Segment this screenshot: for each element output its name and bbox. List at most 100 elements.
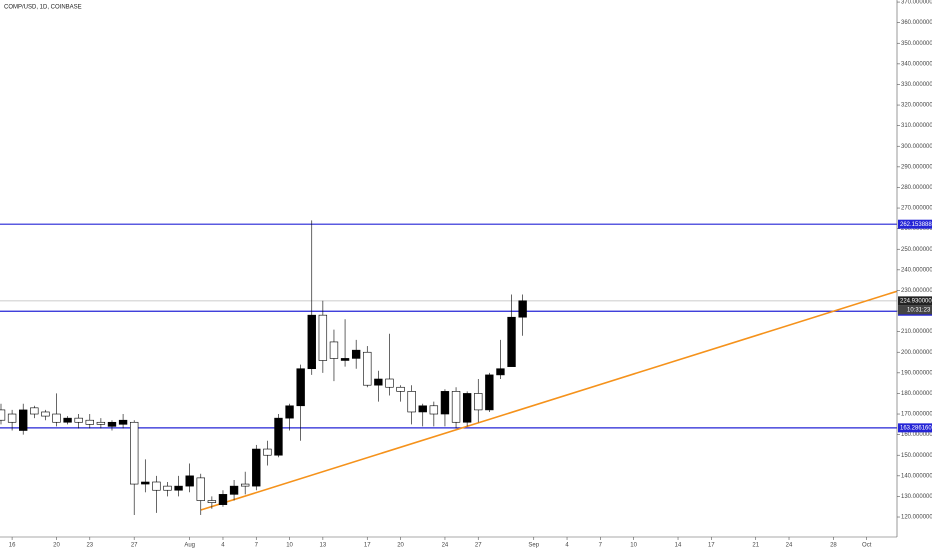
- candle-body: [340, 358, 350, 361]
- x-tick-label: 10: [286, 543, 293, 549]
- x-tick-label: 24: [786, 543, 793, 549]
- x-tick-label: 16: [9, 543, 16, 549]
- candle-body: [462, 393, 472, 423]
- candle-body: [418, 405, 427, 413]
- x-tick-label: 20: [53, 543, 60, 549]
- x-tick-label: 27: [475, 543, 482, 549]
- x-tick-label: 21: [752, 543, 759, 549]
- y-tick-label: 300.00000000: [901, 144, 932, 150]
- x-tick-label: 24: [442, 543, 449, 549]
- y-tick-label: 240.00000000: [901, 267, 932, 273]
- y-tick-label: 360.00000000: [901, 20, 932, 26]
- candle-body: [185, 475, 194, 487]
- candle-body: [274, 417, 283, 456]
- candle-body: [0, 409, 6, 421]
- candle-body: [196, 477, 205, 501]
- candle-body: [474, 393, 483, 411]
- candle-body: [407, 391, 416, 413]
- candle-body: [152, 481, 161, 491]
- y-tick-label: 150.00000000: [901, 453, 932, 459]
- y-tick-label: 130.00000000: [901, 494, 932, 500]
- candle-body: [485, 374, 494, 411]
- candle-body: [118, 419, 128, 425]
- candle-body: [107, 421, 117, 427]
- y-tick-label: 330.00000000: [901, 82, 932, 88]
- y-tick-label: 200.00000000: [901, 350, 932, 356]
- x-tick-label: 10: [630, 543, 637, 549]
- y-tick-label: 250.00000000: [901, 247, 932, 253]
- candle-body: [507, 316, 516, 367]
- x-tick-label: 28: [830, 543, 837, 549]
- y-tick-label: 290.00000000: [901, 164, 932, 170]
- y-tick-label: 270.00000000: [901, 206, 932, 212]
- last-price-label: 224.93000000: [900, 298, 932, 304]
- x-tick-label: 4: [565, 543, 569, 549]
- countdown-label: 10:31:23: [907, 307, 931, 313]
- candle-body: [52, 413, 61, 423]
- candle-body: [385, 378, 394, 388]
- trendline: [200, 290, 897, 511]
- y-tick-label: 230.00000000: [901, 288, 932, 294]
- x-tick-label: 27: [131, 543, 138, 549]
- candle-body: [329, 341, 339, 359]
- candle-body: [296, 368, 305, 407]
- candle-body: [263, 448, 272, 456]
- candle-body: [518, 300, 527, 318]
- x-tick-label: 17: [708, 543, 715, 549]
- candle-body: [363, 351, 372, 386]
- x-tick-label: 4: [221, 543, 225, 549]
- last-price-box: [898, 296, 932, 306]
- level-label-box: [898, 423, 932, 433]
- candle-body: [63, 417, 72, 423]
- candle-body: [396, 386, 405, 392]
- candle-body: [85, 419, 94, 425]
- candle-body: [496, 368, 505, 376]
- candle-body: [163, 485, 172, 491]
- candle-body: [229, 485, 239, 495]
- y-tick-label: 320.00000000: [901, 103, 932, 109]
- candle-body: [240, 483, 250, 487]
- x-tick-label: Aug: [184, 543, 195, 549]
- candle-body: [74, 417, 83, 423]
- candle-body: [218, 494, 228, 505]
- level-label-box: [898, 219, 932, 229]
- candle-body: [19, 409, 28, 431]
- countdown-box: [898, 305, 932, 315]
- chart-title: COMP/USD, 1D, COINBASE: [4, 5, 82, 11]
- candle-body: [141, 481, 150, 485]
- y-tick-label: 160.00000000: [901, 432, 932, 438]
- x-tick-label: 14: [675, 543, 682, 549]
- x-tick-label: 7: [255, 543, 259, 549]
- candle-body: [41, 411, 50, 417]
- y-tick-label: 280.00000000: [901, 185, 932, 191]
- candle-body: [252, 448, 261, 487]
- y-tick-label: 120.00000000: [901, 515, 932, 521]
- y-tick-label: 140.00000000: [901, 473, 932, 479]
- candle-body: [351, 349, 361, 359]
- y-tick-label: 370.00000000: [901, 0, 932, 6]
- y-tick-label: 180.00000000: [901, 391, 932, 397]
- candle-body: [30, 407, 39, 415]
- x-tick-label: 7: [599, 543, 603, 549]
- candle-body: [429, 405, 439, 415]
- x-tick-label: 17: [364, 543, 371, 549]
- x-tick-label: 20: [397, 543, 404, 549]
- y-tick-label: 260.00000000: [901, 226, 932, 232]
- y-tick-label: 210.00000000: [901, 329, 932, 335]
- level-label: 262.15388802: [900, 222, 932, 228]
- candle-body: [285, 405, 294, 419]
- y-tick-label: 350.00000000: [901, 41, 932, 47]
- candle-body: [307, 314, 316, 370]
- candle-body: [174, 485, 183, 491]
- candle-body: [130, 421, 139, 485]
- y-tick-label: 170.00000000: [901, 412, 932, 418]
- candle-body: [374, 378, 383, 386]
- candle-body: [318, 314, 328, 361]
- level-label: 163.28616051: [900, 425, 932, 431]
- y-tick-label: 190.00000000: [901, 370, 932, 376]
- candle-body: [207, 500, 217, 503]
- candle-body: [96, 421, 106, 425]
- y-tick-label: 310.00000000: [901, 123, 932, 129]
- candle-body: [451, 391, 461, 423]
